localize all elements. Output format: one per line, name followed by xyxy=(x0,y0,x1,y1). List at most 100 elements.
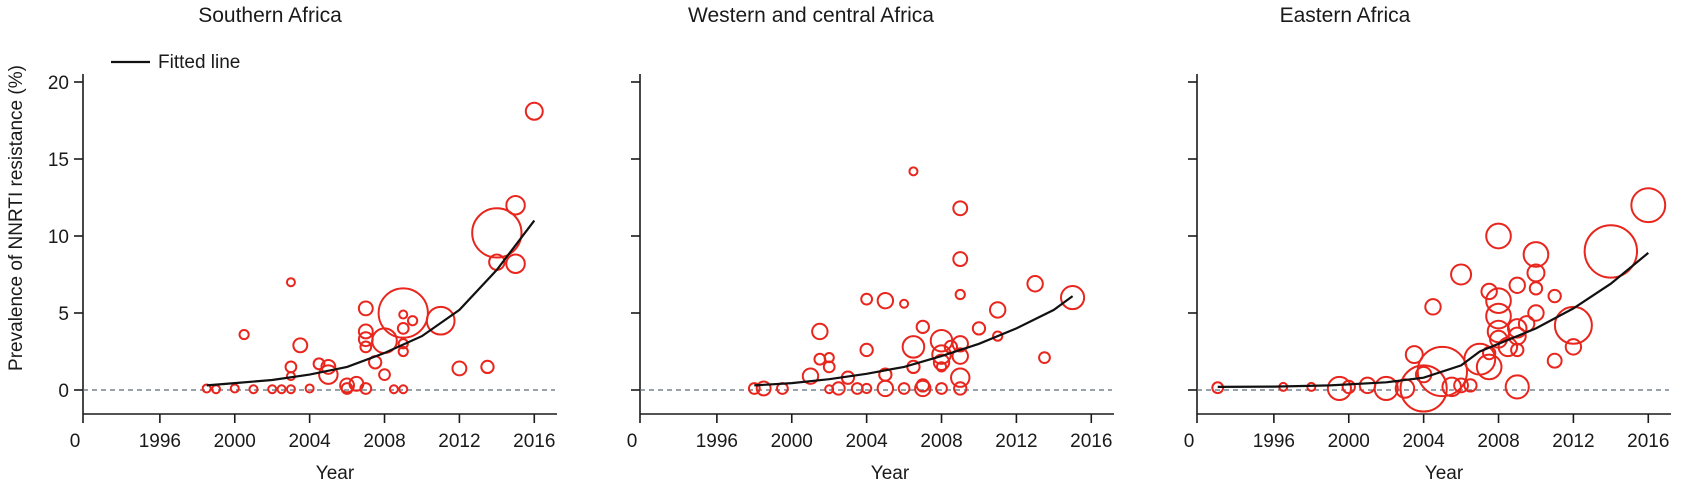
panel-eastern-africa: Eastern Africa Year 0 1996 2000 2004 2008 201… xyxy=(1184,4,1671,484)
data-point xyxy=(1564,338,1583,356)
x-tick-label: 1996 xyxy=(139,431,181,452)
x-tick-label: 0 xyxy=(70,431,81,452)
data-point xyxy=(211,384,222,395)
data-point xyxy=(1026,275,1044,293)
data-point xyxy=(951,335,969,353)
data-point xyxy=(276,384,287,395)
data-point xyxy=(451,360,468,377)
data-point xyxy=(915,378,930,393)
data-point xyxy=(505,194,526,216)
data-point xyxy=(1553,305,1593,345)
data-point xyxy=(378,368,391,381)
data-point xyxy=(284,360,298,374)
data-point xyxy=(359,340,373,354)
fitted-line xyxy=(754,295,1074,387)
y-tick-label: 0 xyxy=(58,381,69,402)
legend: Fitted line xyxy=(111,52,240,73)
x-tick-label: 1996 xyxy=(1253,431,1295,452)
data-point xyxy=(1507,318,1528,339)
data-point xyxy=(813,352,827,366)
data-point xyxy=(861,382,873,395)
data-point xyxy=(860,292,874,306)
data-point xyxy=(377,287,429,339)
data-point xyxy=(1060,285,1086,311)
y-tick-label: 20 xyxy=(48,73,69,94)
data-point xyxy=(1441,376,1462,398)
data-point xyxy=(388,384,399,395)
data-point xyxy=(396,322,410,335)
fitted-line xyxy=(206,219,536,387)
x-tick-label: 2008 xyxy=(920,431,962,452)
data-point xyxy=(914,379,932,398)
data-point xyxy=(1453,377,1470,394)
panel-southern-africa: Southern Africa Prevalence of NNRTI resi… xyxy=(6,4,557,484)
x-tick-label: 2000 xyxy=(214,431,256,452)
data-point xyxy=(801,367,820,385)
x-tick-label: 2016 xyxy=(1627,431,1669,452)
y-axis-label: Prevalence of NNRTI resistance (%) xyxy=(6,65,27,371)
x-tick-label: 2008 xyxy=(1477,431,1519,452)
data-point xyxy=(952,251,969,268)
data-point xyxy=(901,335,926,359)
data-point xyxy=(747,382,761,395)
data-point xyxy=(1450,263,1473,286)
data-point xyxy=(971,321,987,336)
data-point xyxy=(398,384,409,395)
data-point xyxy=(397,345,409,358)
data-point xyxy=(1480,282,1498,301)
panel-western-central-africa: Western and central Africa Year 0 1996 200… xyxy=(627,4,1114,484)
x-tick-label: 2004 xyxy=(1402,431,1445,452)
x-tick-label: 2012 xyxy=(995,431,1037,452)
data-point xyxy=(935,382,948,395)
data-point xyxy=(1485,302,1512,330)
data-point xyxy=(1399,364,1448,413)
data-point xyxy=(1527,304,1545,322)
data-point xyxy=(992,330,1004,342)
data-point xyxy=(897,382,911,395)
data-point xyxy=(357,300,374,317)
y-tick-label: 5 xyxy=(58,304,69,325)
data-point xyxy=(267,384,278,395)
panel-title: Eastern Africa xyxy=(1280,4,1411,27)
data-point xyxy=(248,384,259,395)
x-tick-label: 2016 xyxy=(513,431,555,452)
data-point xyxy=(899,298,910,309)
y-tick-label: 15 xyxy=(48,150,69,171)
data-point xyxy=(397,338,409,350)
x-tick-label: 2004 xyxy=(845,431,888,452)
data-point xyxy=(1528,281,1544,296)
data-point xyxy=(952,200,969,217)
data-point xyxy=(1508,276,1526,294)
data-point xyxy=(304,383,315,394)
x-axis-label: Year xyxy=(871,463,910,484)
x-tick-label: 2000 xyxy=(771,431,813,452)
data-point xyxy=(1038,351,1051,365)
legend-label: Fitted line xyxy=(158,52,240,73)
data-point xyxy=(1485,222,1512,250)
data-point xyxy=(1583,224,1639,279)
data-point xyxy=(931,344,952,365)
data-point xyxy=(876,379,895,398)
data-point xyxy=(1424,298,1442,316)
x-tick-label: 2012 xyxy=(1552,431,1594,452)
data-point xyxy=(339,377,356,394)
fitted-line xyxy=(1217,252,1649,388)
data-point xyxy=(406,315,419,327)
data-point xyxy=(318,364,339,385)
data-point xyxy=(859,342,874,358)
data-point xyxy=(505,253,526,274)
x-axis-label: Year xyxy=(1425,463,1464,484)
data-point xyxy=(524,101,544,121)
data-point xyxy=(811,322,829,341)
data-point xyxy=(359,382,373,395)
data-point xyxy=(1463,378,1478,393)
data-point xyxy=(1510,342,1525,358)
data-point xyxy=(1416,345,1468,398)
data-point xyxy=(1404,345,1424,365)
data-point xyxy=(915,319,930,335)
data-point xyxy=(954,288,966,301)
data-point xyxy=(932,353,951,371)
x-tick-label: 2016 xyxy=(1070,431,1112,452)
data-point xyxy=(1504,374,1530,400)
